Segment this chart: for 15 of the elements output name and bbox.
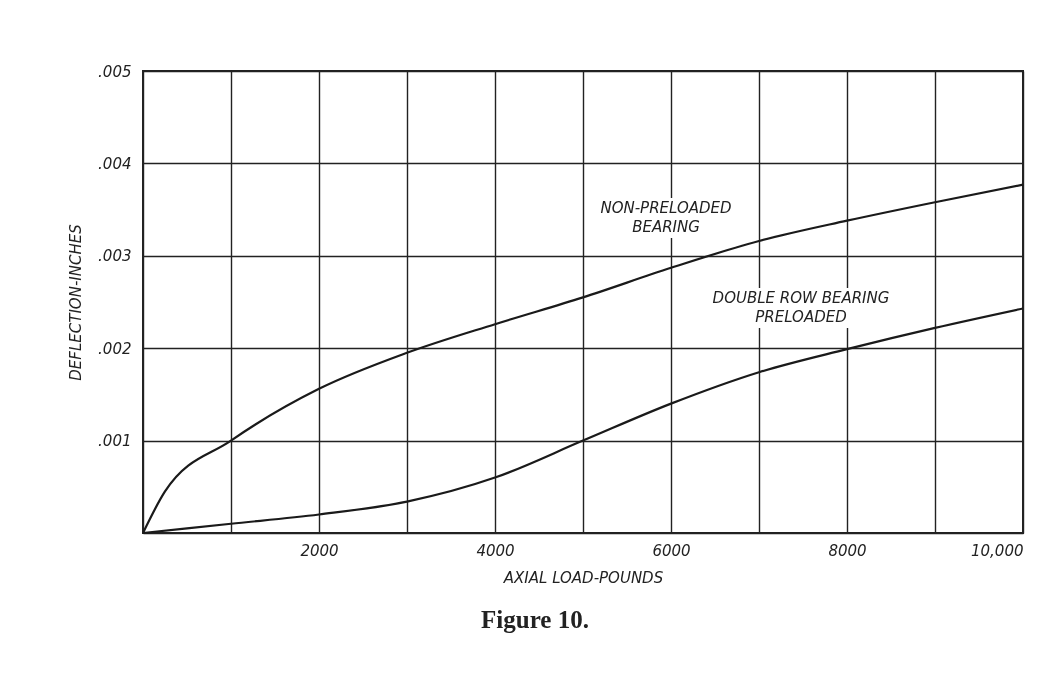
y-tick-label: .002 [98,339,132,358]
caption: Figure 10. [480,606,590,634]
annotation: DOUBLE ROW BEARING PRELOADED [709,288,893,328]
y-tick-label: .003 [98,247,132,266]
x-tick-label: 4000 [476,541,515,560]
x-tick-label: 10,000 [971,541,1024,560]
x-tick-label: 8000 [828,541,867,560]
x-tick-label: 2000 [300,541,339,560]
y-axis-title: DEFLECTION-INCHES [67,223,86,381]
x-axis-title: AXIAL LOAD-POUNDS [502,568,664,587]
y-tick-label: .001 [98,432,132,451]
annotation: NON-PRELOADED BEARING [597,198,735,238]
y-tick-label: .004 [98,154,132,173]
y-tick-label: .005 [98,62,132,81]
x-tick-label: 6000 [652,541,691,560]
